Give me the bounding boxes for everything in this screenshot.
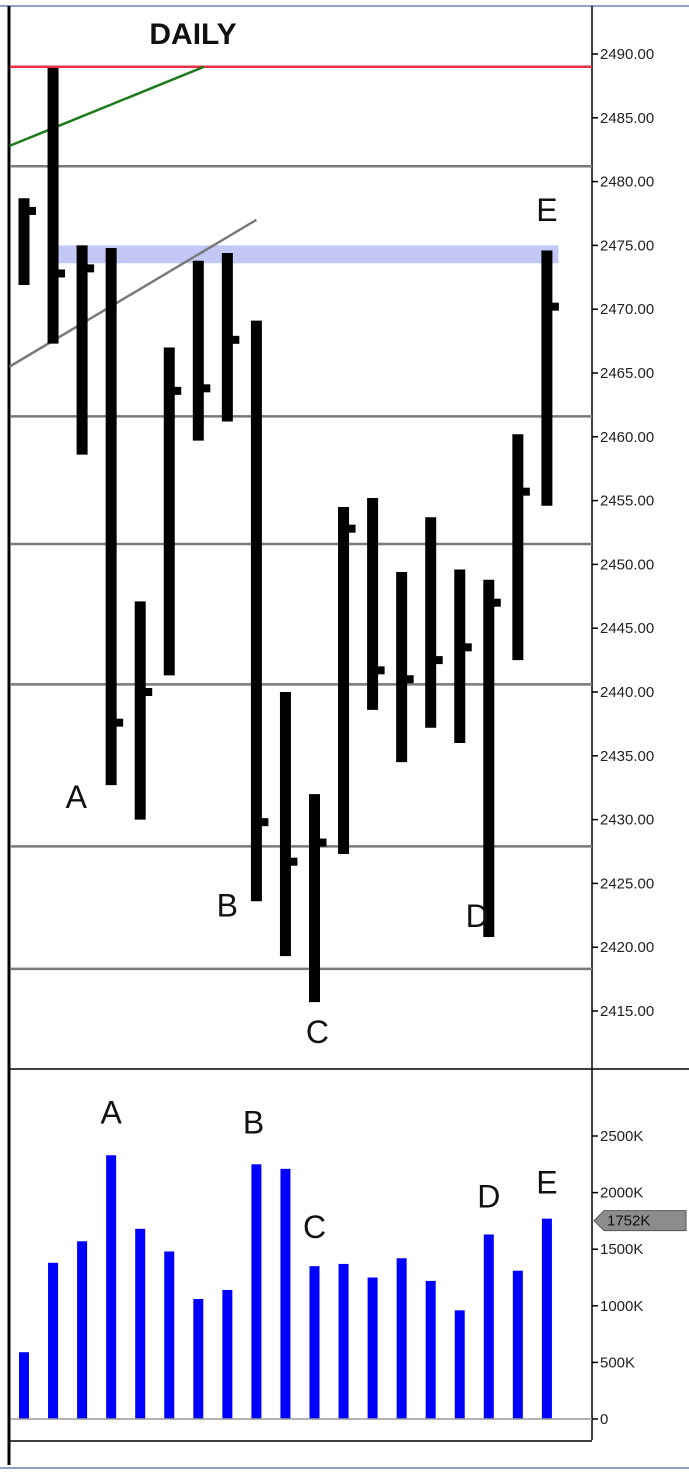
volume-bar (19, 1352, 29, 1419)
green-trendline (9, 65, 205, 148)
current-volume-marker (593, 1210, 687, 1232)
price-tick-label: 2485.00 (600, 110, 654, 127)
volume-tick-label: 2500K (600, 1128, 643, 1145)
resistance-zone (55, 245, 559, 264)
annotation-label: C (306, 1014, 329, 1050)
volume-tick-label: 1000K (600, 1298, 643, 1315)
current-volume-label: 1752K (607, 1213, 650, 1230)
price-tick-label: 2450.00 (600, 556, 654, 573)
price-tick-label: 2435.00 (600, 748, 654, 765)
volume-bar (396, 1258, 407, 1419)
volume-bar (106, 1155, 117, 1419)
volume-annotation-label: B (243, 1105, 264, 1141)
volume-bar (367, 1277, 378, 1419)
price-tick-label: 2430.00 (600, 812, 654, 829)
annotation-label: B (217, 888, 238, 924)
price-tick-label: 2440.00 (600, 684, 654, 701)
volume-tick-label: 1500K (600, 1241, 643, 1258)
price-tick-label: 2460.00 (600, 429, 654, 446)
volume-bar (193, 1299, 204, 1419)
volume-bar (454, 1310, 465, 1419)
chart-title: DAILY (149, 18, 236, 51)
volume-bar (251, 1164, 262, 1419)
volume-bar (164, 1251, 175, 1419)
volume-bar (135, 1228, 146, 1419)
price-tick-label: 2475.00 (600, 237, 654, 254)
volume-bar (512, 1270, 523, 1419)
price-tick-label: 2465.00 (600, 365, 654, 382)
volume-bar (222, 1289, 233, 1419)
volume-bar (77, 1241, 88, 1419)
volume-bar (541, 1218, 552, 1419)
annotation-label: E (536, 192, 557, 228)
volume-tick-label: 500K (600, 1354, 635, 1371)
volume-annotation-label: D (477, 1178, 500, 1214)
price-tick-label: 2445.00 (600, 620, 654, 637)
volume-bar (309, 1266, 320, 1419)
price-tick-label: 2470.00 (600, 301, 654, 318)
volume-bar (425, 1280, 436, 1419)
volume-bar (483, 1234, 494, 1419)
price-tick-label: 2490.00 (600, 46, 654, 63)
volume-bar (280, 1168, 291, 1419)
annotation-label: D (466, 898, 489, 934)
price-tick-label: 2480.00 (600, 174, 654, 191)
price-tick-label: 2455.00 (600, 493, 654, 510)
volume-tick-label: 2000K (600, 1185, 643, 1202)
annotation-label: A (66, 779, 88, 815)
volume-annotation-label: E (536, 1165, 557, 1201)
volume-bar (338, 1263, 349, 1419)
price-tick-label: 2415.00 (600, 1003, 654, 1020)
volume-annotation-label: A (100, 1095, 122, 1131)
volume-bar (48, 1262, 59, 1419)
price-tick-label: 2420.00 (600, 939, 654, 956)
price-tick-label: 2425.00 (600, 875, 654, 892)
volume-annotation-label: C (303, 1209, 326, 1245)
volume-tick-label: 0 (600, 1411, 608, 1428)
